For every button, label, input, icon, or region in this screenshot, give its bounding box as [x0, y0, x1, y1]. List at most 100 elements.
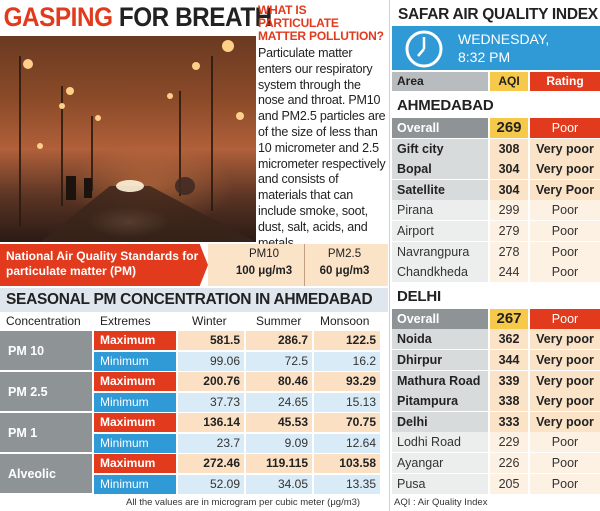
aqi-row: Overall 267 Poor	[392, 308, 600, 329]
aqi-value: 244	[490, 262, 528, 283]
seasonal-value-winter: 272.46	[178, 454, 244, 473]
seasonal-table-header: Concentration Extremes Winter Summer Mon…	[0, 313, 388, 330]
aqi-value: 338	[490, 391, 528, 412]
aqi-note: AQI : Air Quality Index	[394, 497, 488, 508]
seasonal-value-monsoon: 12.64	[314, 433, 380, 453]
aqi-row: Dhirpur 344 Very poor	[392, 350, 600, 370]
aqi-rating: Very poor	[530, 350, 600, 370]
info-box: WHAT IS PARTICULATE MATTER POLLUTION? Pa…	[258, 4, 388, 250]
aqi-row: Pusa 205 Poor	[392, 473, 600, 494]
street-scene-illustration	[19, 40, 256, 242]
aqi-value: 362	[490, 329, 528, 350]
seasonal-value-winter: 37.73	[178, 392, 244, 412]
seasonal-value-summer: 119.115	[246, 454, 312, 473]
aqi-row: Chandkheda 244 Poor	[392, 262, 600, 283]
aqi-area: Dhirpur	[392, 350, 488, 370]
seasonal-value-winter: 581.5	[178, 331, 244, 350]
headline-word-2: FOR BREATH	[118, 2, 272, 32]
air-quality-standards: National Air Quality Standards for parti…	[0, 244, 388, 286]
seasonal-row: Maximum 200.76 80.46 93.29	[0, 372, 388, 392]
standard-pm25: PM2.5 60 μg/m3	[304, 244, 384, 286]
concentration-group-label: PM 1	[0, 413, 92, 454]
aqi-area: Pirana	[392, 200, 488, 221]
aqi-rating: Very poor	[530, 370, 600, 391]
aqi-area: Bopal	[392, 159, 488, 180]
aqi-row: Lodhi Road 229 Poor	[392, 432, 600, 453]
aqi-value: 339	[490, 370, 528, 391]
info-body: Particulate matter enters our respirator…	[258, 46, 386, 250]
aqi-area: Satellite	[392, 179, 488, 200]
seasonal-row: Maximum 272.46 119.115 103.58	[0, 454, 388, 474]
col-concentration: Concentration	[6, 314, 81, 328]
aqi-row: Noida 362 Very poor	[392, 329, 600, 350]
aqi-row: Delhi University333Very poor	[392, 411, 600, 449]
aqi-area: Pitampura	[392, 391, 488, 412]
aqi-area: Mathura Road	[392, 370, 488, 391]
aqi-rating: Very poor	[530, 411, 600, 432]
aqi-area: Lodhi Road	[392, 432, 488, 453]
aqi-row: Navrangpura 278 Poor	[392, 241, 600, 262]
seasonal-row: Maximum 581.5 286.7 122.5	[0, 331, 388, 351]
concentration-group-label: PM 10	[0, 331, 92, 372]
aqi-area: Navrangpura	[392, 241, 488, 262]
extreme-minimum: Minimum	[94, 392, 176, 412]
aqi-area: Overall	[392, 308, 488, 329]
headline-word-1: GASPING	[3, 2, 113, 32]
standard-pm10: PM10 100 μg/m3	[224, 244, 304, 286]
seasonal-value-summer: 80.46	[246, 372, 312, 391]
col-monsoon: Monsoon	[320, 314, 370, 328]
extreme-maximum: Maximum	[94, 372, 176, 391]
timestamp-time: 8:32 PM	[458, 49, 511, 65]
aqi-rating: Poor	[530, 308, 600, 329]
seasonal-title: SEASONAL PM CONCENTRATION IN AHMEDABAD	[0, 288, 388, 312]
aqi-area: Pusa	[392, 473, 488, 494]
safar-title: SAFAR AIR QUALITY INDEX	[398, 6, 598, 23]
seasonal-value-winter: 200.76	[178, 372, 244, 391]
extreme-minimum: Minimum	[94, 433, 176, 453]
aqi-value: 304	[490, 179, 528, 200]
aqi-row: Bopal 304 Very poor	[392, 159, 600, 180]
aqi-row: Gift city 308 Very poor	[392, 138, 600, 159]
seasonal-row: Minimum 23.7 9.09 12.64	[0, 433, 388, 454]
seasonal-value-summer: 286.7	[246, 331, 312, 350]
aqi-rating: Poor	[530, 432, 600, 453]
aqi-value: 308	[490, 138, 528, 159]
timestamp-day: WEDNESDAY,	[458, 31, 550, 47]
standard-name: PM2.5	[327, 248, 362, 260]
col-aqi: AQI	[490, 72, 528, 91]
seasonal-row: Minimum 37.73 24.65 15.13	[0, 392, 388, 413]
seasonal-row: Minimum 99.06 72.5 16.2	[0, 351, 388, 372]
extreme-maximum: Maximum	[94, 331, 176, 350]
aqi-row: Mathura Road 339 Very poor	[392, 370, 600, 391]
aqi-area: Airport	[392, 221, 488, 241]
standards-label: National Air Quality Standards for parti…	[0, 244, 208, 286]
headline: GASPING FOR BREATH	[0, 0, 273, 34]
aqi-rating: Poor	[530, 118, 600, 138]
standards-values: PM10 100 μg/m3 PM2.5 60 μg/m3	[208, 244, 388, 286]
seasonal-value-summer: 9.09	[246, 433, 312, 453]
aqi-rating: Poor	[530, 221, 600, 241]
city-name-delhi: DELHI	[397, 287, 442, 305]
seasonal-value-monsoon: 16.2	[314, 351, 380, 371]
aqi-value: 344	[490, 350, 528, 370]
seasonal-value-winter: 136.14	[178, 413, 244, 432]
aqi-value: 299	[490, 200, 528, 221]
aqi-row: Satellite 304 Very Poor	[392, 179, 600, 200]
aqi-value: 333	[490, 411, 528, 432]
col-area: Area	[392, 72, 488, 91]
aqi-area: Overall	[392, 118, 488, 138]
aqi-value: 279	[490, 221, 528, 241]
units-footnote: All the values are in microgram per cubi…	[126, 497, 361, 508]
aqi-area: Noida	[392, 329, 488, 350]
col-summer: Summer	[256, 314, 302, 328]
seasonal-value-summer: 24.65	[246, 392, 312, 412]
aqi-value: 205	[490, 473, 528, 494]
aqi-value: 226	[490, 453, 528, 473]
aqi-value: 269	[490, 118, 528, 138]
aqi-area: Gift city	[392, 138, 488, 159]
seasonal-value-summer: 34.05	[246, 474, 312, 494]
concentration-group-label: Alveolic	[0, 454, 92, 495]
standard-value: 60 μg/m3	[319, 265, 370, 277]
seasonal-value-winter: 23.7	[178, 433, 244, 453]
seasonal-value-winter: 52.09	[178, 474, 244, 494]
